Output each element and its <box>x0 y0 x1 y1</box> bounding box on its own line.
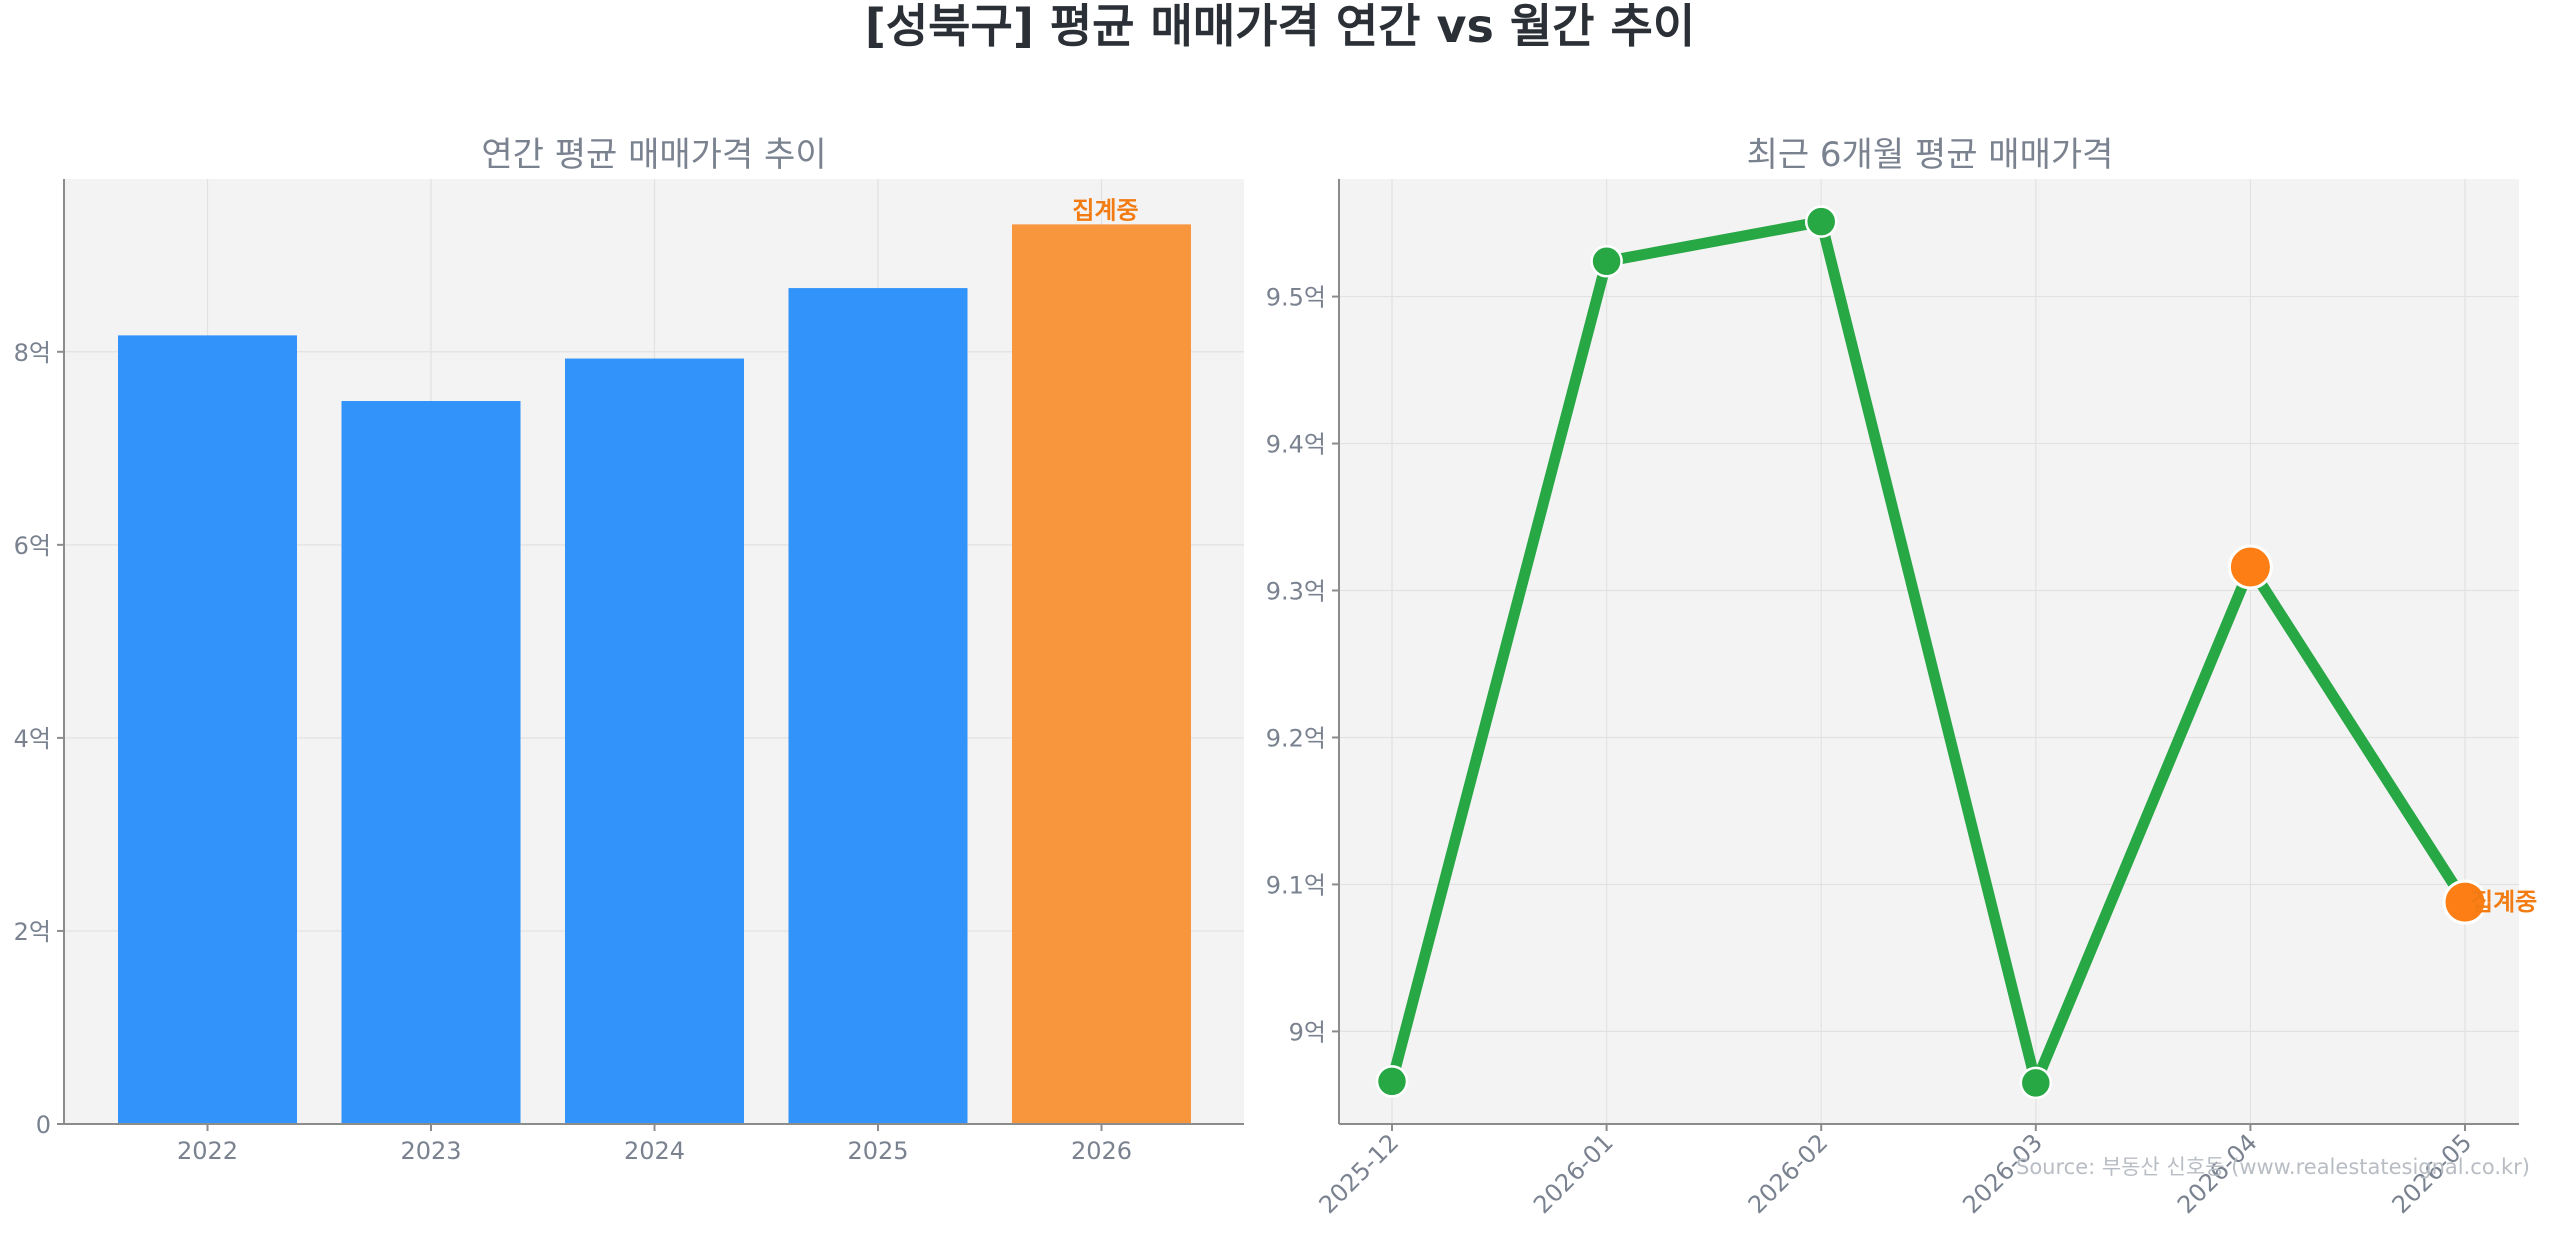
annual-bar <box>565 358 744 1124</box>
figure-title: [성북구] 평균 매매가격 연간 vs 월간 추이 <box>865 0 1695 53</box>
annual-y-tick-label: 6억 <box>14 532 51 560</box>
annual-in-progress-label: 집계중 <box>1072 196 1138 224</box>
monthly-x-tick-label: 2026-01 <box>1528 1128 1619 1219</box>
annual-y-tick-label: 2억 <box>14 918 51 946</box>
annual-x-tick-label: 2023 <box>400 1137 461 1165</box>
annual-x-tick-label: 2024 <box>624 1137 685 1165</box>
annual-bar <box>1012 224 1191 1124</box>
monthly-data-point <box>1804 205 1838 238</box>
monthly-data-point <box>1375 1065 1409 1098</box>
annual-x-tick-label: 2025 <box>847 1137 908 1165</box>
annual-chart-title: 연간 평균 매매가격 추이 <box>481 135 826 175</box>
monthly-highlight-point <box>2227 544 2273 590</box>
annual-y-tick-label: 4억 <box>14 725 51 753</box>
monthly-y-tick-label: 9.1억 <box>1266 871 1326 899</box>
monthly-data-point <box>1590 245 1623 278</box>
monthly-y-tick-label: 9.3억 <box>1266 578 1326 606</box>
monthly-y-tick-label: 9.2억 <box>1266 724 1326 752</box>
annual-x-tick-label: 2022 <box>177 1137 238 1165</box>
monthly-in-progress-label: 집계중 <box>2471 888 2537 916</box>
source-note: Source: 부동산 신호등 (www.realestatesignal.co… <box>2016 1155 2530 1179</box>
monthly-x-tick-label: 2026-02 <box>1743 1128 1834 1219</box>
annual-y-tick-label: 8억 <box>14 339 51 367</box>
annual-bar <box>341 401 521 1124</box>
annual-x-tick-label: 2026 <box>1071 1137 1132 1165</box>
annual-bar <box>788 288 968 1125</box>
monthly-y-tick-label: 9.4억 <box>1266 431 1326 459</box>
monthly-price-line <box>1386 216 2471 1089</box>
annual-bar <box>118 335 297 1124</box>
monthly-chart-title: 최근 6개월 평균 매매가격 <box>1747 135 2114 175</box>
monthly-data-point <box>2019 1066 2053 1100</box>
monthly-x-tick-label: 2025-12 <box>1314 1128 1405 1219</box>
monthly-y-tick-label: 9.5억 <box>1266 284 1326 312</box>
annual-y-tick-label: 0 <box>36 1111 51 1139</box>
monthly-highlight-point <box>2442 879 2488 925</box>
monthly-y-tick-label: 9억 <box>1289 1018 1326 1046</box>
